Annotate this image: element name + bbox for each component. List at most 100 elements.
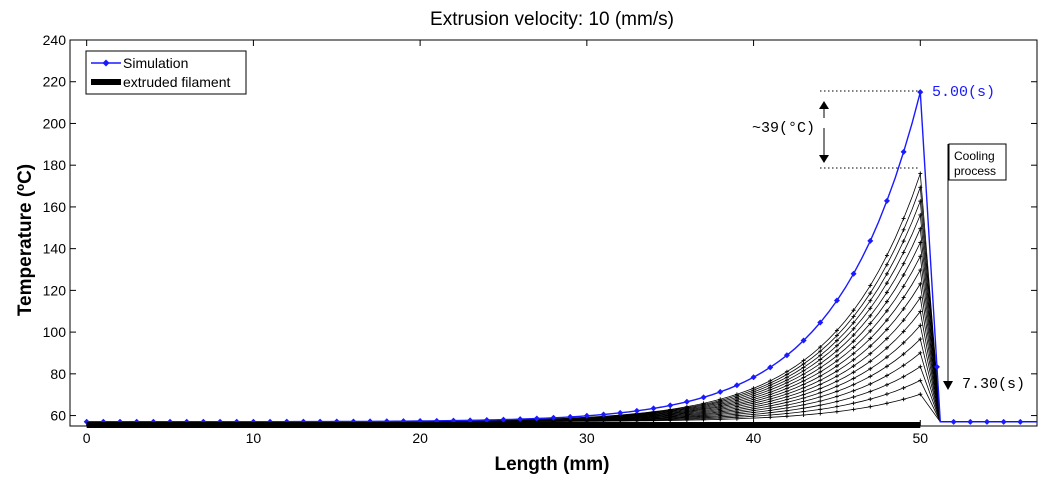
cooling-point <box>834 399 839 404</box>
cooling-point <box>901 227 906 232</box>
cooling-point <box>868 283 873 288</box>
cooling-point <box>901 216 906 221</box>
cooling-point <box>918 309 923 314</box>
simulation-point <box>467 417 474 424</box>
x-tick-label: 40 <box>746 430 762 446</box>
simulation-point <box>883 197 890 204</box>
cooling-point <box>901 239 906 244</box>
cooling-point <box>701 417 706 422</box>
cooling-point <box>918 350 923 355</box>
cooling-point <box>834 348 839 353</box>
cooling-point <box>868 381 873 386</box>
cooling-point <box>718 417 723 422</box>
x-tick-label: 0 <box>83 430 91 446</box>
cooling-point <box>668 418 673 423</box>
cooling-point <box>684 418 689 423</box>
simulation-point <box>1000 418 1007 425</box>
cooling-point <box>834 389 839 394</box>
simulation-point <box>550 414 557 421</box>
x-tick-label: 50 <box>913 430 929 446</box>
delta-arrow-head-down <box>819 155 829 163</box>
cooling-point <box>834 404 839 409</box>
simulation-point <box>800 337 807 344</box>
cooling-point <box>918 295 923 300</box>
cooling-point <box>818 390 823 395</box>
y-tick-label: 100 <box>43 324 67 340</box>
cooling-point <box>918 254 923 259</box>
y-tick-label: 200 <box>43 115 67 131</box>
cooling-arrow-head <box>943 381 953 390</box>
simulation-point <box>817 319 824 326</box>
cooling-point <box>918 212 923 217</box>
cooling-point <box>851 357 856 362</box>
cooling-point <box>801 382 806 387</box>
cooling-point <box>801 402 806 407</box>
simulation-point <box>983 418 990 425</box>
cooling-point <box>884 271 889 276</box>
cooling-point <box>851 314 856 319</box>
cooling-point <box>818 394 823 399</box>
y-tick-label: 240 <box>43 32 67 48</box>
cooling-point <box>768 415 773 420</box>
cooling-point <box>851 395 856 400</box>
cooling-point <box>884 382 889 387</box>
cooling-point <box>918 240 923 245</box>
cooling-point <box>801 358 806 363</box>
cooling-point <box>851 388 856 393</box>
cooling-point <box>801 368 806 373</box>
simulation-point <box>667 402 674 409</box>
time-start-label: 5.00(s) <box>932 84 995 101</box>
y-tick-label: 140 <box>43 241 67 257</box>
cooling-box-line-1: Cooling <box>954 149 995 163</box>
simulation-point <box>567 413 574 420</box>
cooling-point <box>851 326 856 331</box>
cooling-point <box>801 406 806 411</box>
cooling-point <box>851 345 856 350</box>
simulation-point <box>767 364 774 371</box>
y-axis-label: Temperature (ºC) <box>15 164 36 316</box>
cooling-point <box>851 376 856 381</box>
cooling-point <box>901 261 906 266</box>
cooling-point <box>801 409 806 414</box>
cooling-point <box>818 353 823 358</box>
cooling-point <box>734 416 739 421</box>
cooling-point <box>834 384 839 389</box>
simulation-point <box>733 382 740 389</box>
cooling-point <box>868 404 873 409</box>
cooling-point <box>901 250 906 255</box>
cooling-point <box>801 389 806 394</box>
cooling-point <box>751 416 756 421</box>
y-tick-label: 120 <box>43 282 67 298</box>
cooling-point <box>851 308 856 313</box>
cooling-box-frame <box>948 143 1007 181</box>
simulation-point <box>533 415 540 422</box>
cooling-point <box>851 351 856 356</box>
cooling-point <box>918 378 923 383</box>
cooling-point <box>851 370 856 375</box>
y-tick-label: 160 <box>43 199 67 215</box>
simulation-point <box>650 405 657 412</box>
cooling-point <box>801 399 806 404</box>
cooling-point <box>851 320 856 325</box>
cooling-point <box>918 199 923 204</box>
cooling-point <box>818 365 823 370</box>
legend-filament-swatch <box>91 79 121 85</box>
cooling-point <box>801 379 806 384</box>
cooling-point <box>884 281 889 286</box>
cooling-point <box>834 353 839 358</box>
cooling-point <box>851 333 856 338</box>
delta-label: ~39(°C) <box>752 120 815 137</box>
cooling-point <box>884 290 889 295</box>
cooling-point <box>834 394 839 399</box>
cooling-point <box>918 392 923 397</box>
cooling-point <box>818 386 823 391</box>
cooling-point <box>884 327 889 332</box>
cooling-point <box>901 397 906 402</box>
cooling-point <box>834 338 839 343</box>
simulation-point <box>867 237 874 244</box>
cooling-point <box>818 345 823 350</box>
cooling-point <box>834 343 839 348</box>
x-tick-label: 20 <box>412 430 428 446</box>
cooling-point <box>884 299 889 304</box>
